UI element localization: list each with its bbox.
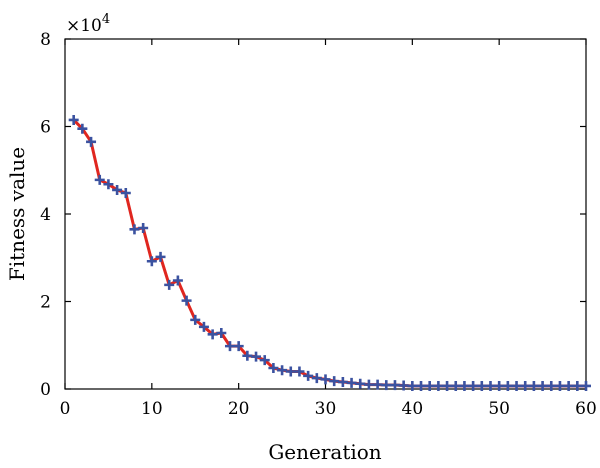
data-point-marker [581, 380, 591, 391]
data-point-marker [207, 329, 218, 340]
data-point-marker [329, 376, 340, 387]
data-point-marker [450, 380, 461, 391]
x-tick-label: 60 [575, 399, 597, 419]
data-point-marker [563, 380, 574, 391]
data-point-marker [216, 328, 227, 338]
data-point-marker [459, 380, 470, 391]
data-point-marker [68, 114, 79, 125]
x-tick-label: 30 [315, 399, 337, 419]
data-point-marker [372, 379, 383, 390]
data-point-marker [554, 380, 565, 391]
data-point-marker [572, 380, 583, 391]
data-point-marker [94, 174, 105, 185]
axis-ticks [64, 38, 587, 390]
data-point-marker [138, 223, 149, 233]
data-point-marker [502, 380, 513, 391]
y-multiplier: ×104 [66, 12, 110, 36]
data-point-marker [320, 374, 331, 385]
plot-frame [64, 38, 587, 390]
data-point-marker [528, 380, 539, 391]
data-point-marker [181, 295, 192, 306]
y-tick-label: 8 [40, 30, 51, 50]
data-point-marker [389, 380, 400, 391]
y-tick-label: 6 [40, 118, 51, 138]
data-point-marker [546, 380, 557, 391]
data-point-marker [416, 380, 427, 391]
data-point-marker [103, 179, 114, 190]
x-tick-label: 0 [60, 399, 71, 419]
data-point-marker [442, 380, 453, 391]
x-tick-label: 10 [141, 399, 163, 419]
data-point-marker [112, 184, 123, 195]
x-tick-label: 40 [402, 399, 424, 419]
data-point-marker [494, 380, 505, 391]
data-point-marker [363, 379, 374, 390]
data-point-marker [77, 123, 88, 134]
data-point-marker [355, 378, 366, 389]
data-point-marker [424, 380, 435, 391]
x-tick-label: 20 [228, 399, 250, 419]
data-point-marker [476, 380, 487, 391]
data-point-marker [198, 321, 209, 332]
data-point-marker [146, 256, 157, 267]
data-point-marker [190, 314, 201, 325]
y-axis-label: Fitness value [5, 147, 29, 281]
data-point-marker [268, 363, 279, 373]
data-point-marker [407, 380, 418, 391]
data-point-marker [346, 377, 357, 388]
series-markers [68, 114, 591, 391]
data-point-marker [285, 366, 296, 377]
y-tick-label: 2 [40, 293, 51, 313]
data-point-marker [86, 136, 97, 147]
tick-labels: 0 10 20 30 40 50 60 0 2 4 6 8 [40, 30, 597, 419]
data-point-marker [485, 380, 496, 391]
x-axis-label: Generation [268, 440, 381, 464]
data-point-marker [277, 365, 288, 376]
data-point-marker [129, 224, 140, 235]
data-point-marker [511, 380, 522, 391]
data-point-marker [155, 251, 166, 262]
data-point-marker [381, 380, 392, 391]
y-tick-label: 0 [40, 380, 51, 400]
data-point-marker [303, 370, 314, 381]
data-point-marker [242, 350, 253, 361]
data-point-marker [311, 373, 322, 384]
series-line [72, 118, 586, 388]
data-point-marker [520, 380, 531, 391]
data-point-marker [224, 341, 235, 352]
data-point-marker [233, 341, 244, 352]
data-point-marker [251, 351, 262, 362]
data-point-marker [172, 275, 183, 286]
y-tick-label: 4 [40, 205, 51, 225]
data-point-marker [433, 380, 444, 391]
data-point-marker [537, 380, 548, 391]
data-point-marker [259, 355, 270, 366]
y-multiplier-exponent: 4 [102, 12, 110, 27]
data-point-marker [164, 279, 175, 290]
x-tick-label: 50 [488, 399, 510, 419]
data-point-marker [337, 377, 348, 387]
data-point-marker [398, 380, 409, 391]
data-point-marker [468, 380, 479, 391]
y-multiplier-base: ×10 [66, 16, 102, 36]
data-point-marker [294, 366, 305, 377]
data-point-marker [120, 188, 131, 198]
